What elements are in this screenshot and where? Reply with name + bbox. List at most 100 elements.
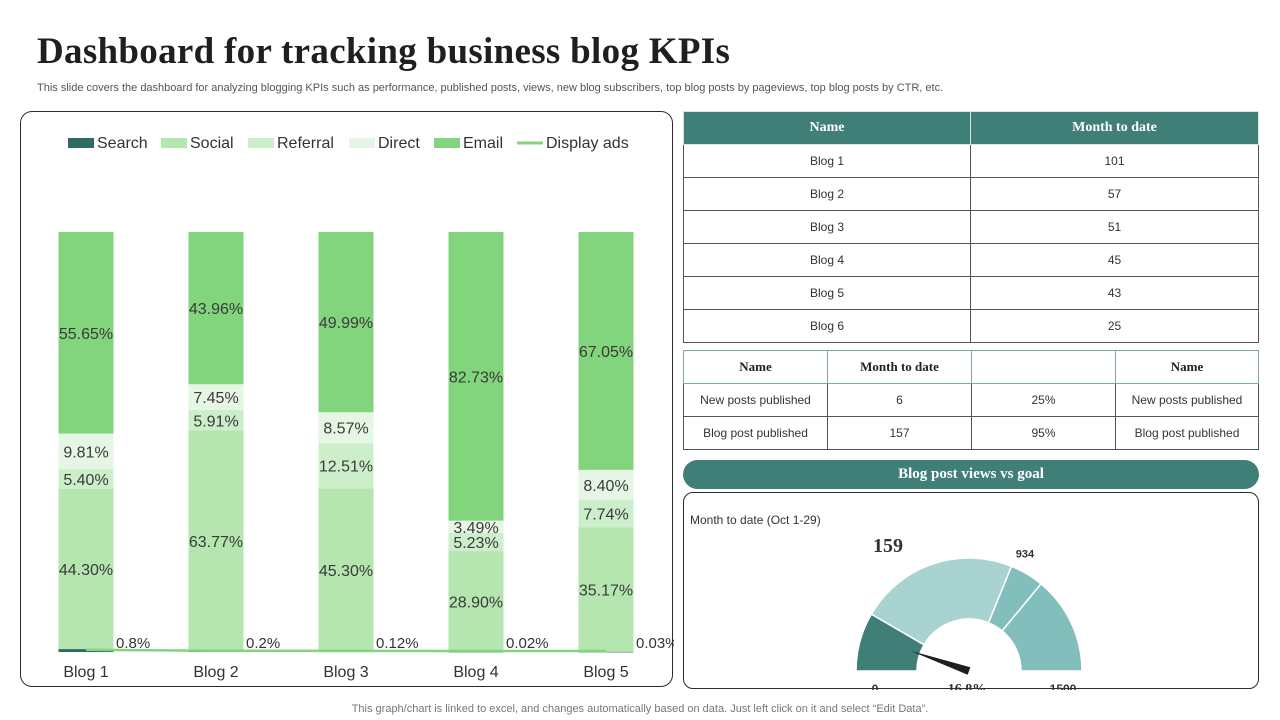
legend-label: Search	[97, 135, 148, 152]
data-label: 35.17%	[579, 583, 633, 600]
traffic-source-chart[interactable]: Search Social Referral Direct Email Display a…	[21, 112, 674, 688]
gauge-needle	[910, 650, 971, 675]
views-gauge[interactable]: 934 159 0 1500 16.8%	[684, 493, 1260, 690]
tick-label: Blog 1	[63, 664, 108, 681]
tick-label: Blog 5	[583, 664, 628, 681]
data-label: 7.45%	[193, 390, 238, 407]
bar-segment-email	[318, 232, 374, 413]
page-subtitle: This slide covers the dashboard for anal…	[37, 82, 944, 94]
data-label: 82.73%	[449, 369, 503, 386]
bar-segment-direct	[448, 520, 504, 533]
table-cell: 43	[970, 276, 1259, 310]
legend-swatch-direct	[349, 138, 375, 148]
gauge-title-banner: Blog post views vs goal	[683, 460, 1259, 489]
legend-swatch-social	[161, 138, 187, 148]
gauge-percent-label: 16.8%	[948, 682, 987, 690]
table-cell: 57	[970, 177, 1259, 211]
table-cell: 95%	[971, 416, 1116, 450]
bar-segment-email	[58, 232, 114, 434]
posts-table: Name Month to date Name New posts publis…	[683, 350, 1259, 450]
table-cell: Blog 4	[683, 243, 971, 277]
table-cell: Blog 2	[683, 177, 971, 211]
legend-label: Social	[190, 135, 234, 152]
table-cell: Blog post published	[683, 416, 828, 450]
table-cell: 157	[827, 416, 972, 450]
table-cell: New posts published	[683, 383, 828, 417]
table-cell: Blog 5	[683, 276, 971, 310]
table-cell: 25	[970, 309, 1259, 343]
table-cell: Blog 1	[683, 144, 971, 178]
table-cell: Blog post published	[1115, 416, 1259, 450]
page-title: Dashboard for tracking business blog KPI…	[37, 31, 731, 72]
table-row: Blog post published 157 95% Blog post pu…	[683, 416, 1259, 450]
bar-segment-social	[58, 488, 114, 650]
gauge-min-label: 0	[872, 682, 879, 690]
data-label: 12.51%	[319, 459, 373, 476]
gauge-band	[1001, 582, 1083, 672]
series-line-display-ads	[85, 648, 607, 653]
gauge-panel: Month to date (Oct 1-29) 934 159 0 1500 16.8…	[683, 492, 1260, 690]
tick-label: Blog 3	[323, 664, 368, 681]
gauge-max-label: 1500	[1050, 682, 1077, 690]
table-row: Blog 3 51	[683, 210, 1259, 244]
bar-segment-social	[188, 430, 244, 652]
gauge-value-label: 159	[873, 535, 903, 557]
legend-swatch-email	[434, 138, 460, 148]
blog-table-header-name: Name	[683, 111, 971, 145]
gauge-period-label: Month to date (Oct 1-29)	[690, 513, 821, 527]
table-cell: 25%	[971, 383, 1116, 417]
data-label: 44.30%	[59, 562, 113, 579]
posts-table-header-name-2: Name	[1115, 350, 1259, 384]
bar-segment-direct	[188, 384, 244, 411]
bar-segment-direct	[58, 433, 114, 470]
data-label: 55.65%	[59, 326, 113, 343]
posts-table-header-name: Name	[683, 350, 828, 384]
legend-label: Referral	[277, 135, 334, 152]
legend-swatch-referral	[248, 138, 274, 148]
bar-segment-email	[578, 232, 634, 470]
legend-label: Direct	[378, 135, 420, 152]
table-cell: 51	[970, 210, 1259, 244]
data-label: 49.99%	[319, 315, 373, 332]
table-row: Blog 2 57	[683, 177, 1259, 211]
legend-swatch-search	[68, 138, 94, 148]
data-label: 8.57%	[323, 421, 368, 438]
legend-label: Email	[463, 135, 503, 152]
table-cell: 6	[827, 383, 972, 417]
tick-label: Blog 4	[453, 664, 498, 681]
bar-segment-referral	[448, 532, 504, 552]
bar-segment-email	[448, 232, 504, 521]
data-label: 28.90%	[449, 595, 503, 612]
bar-segment-social	[448, 551, 504, 652]
table-cell: New posts published	[1115, 383, 1259, 417]
data-label: 3.49%	[453, 520, 498, 537]
data-label: 0.12%	[376, 635, 419, 652]
bar-segment-social	[578, 527, 634, 652]
data-label: 0.02%	[506, 635, 549, 652]
data-label: 45.30%	[319, 563, 373, 580]
table-cell: 45	[970, 243, 1259, 277]
blog-table: Name Month to date Blog 1 101 Blog 2 57 Bl…	[683, 111, 1259, 343]
data-label: 5.91%	[193, 413, 238, 430]
traffic-source-chart-panel: Search Social Referral Direct Email Display a…	[20, 111, 674, 688]
data-label: 67.05%	[579, 344, 633, 361]
data-label: 9.81%	[63, 444, 108, 461]
data-label: 5.23%	[453, 535, 498, 552]
table-row: Blog 4 45	[683, 243, 1259, 277]
table-row: Blog 6 25	[683, 309, 1259, 343]
footer-note: This graph/chart is linked to excel, and…	[351, 703, 929, 715]
bar-segment-referral	[188, 410, 244, 431]
legend-label: Display ads	[546, 135, 629, 152]
data-label: 43.96%	[189, 301, 243, 318]
data-label: 0.2%	[246, 635, 280, 652]
bar-segment-social	[318, 488, 374, 652]
table-cell: 101	[970, 144, 1259, 178]
tick-label: Blog 2	[193, 664, 238, 681]
table-row: Blog 1 101	[683, 144, 1259, 178]
blog-table-header-row: Name Month to date	[683, 111, 1259, 145]
bar-segment-email	[188, 232, 244, 385]
data-label: 63.77%	[189, 534, 243, 551]
bar-segment-referral	[58, 469, 114, 489]
bar-segment-direct	[578, 469, 634, 500]
gauge-goal-label: 934	[1016, 549, 1035, 561]
